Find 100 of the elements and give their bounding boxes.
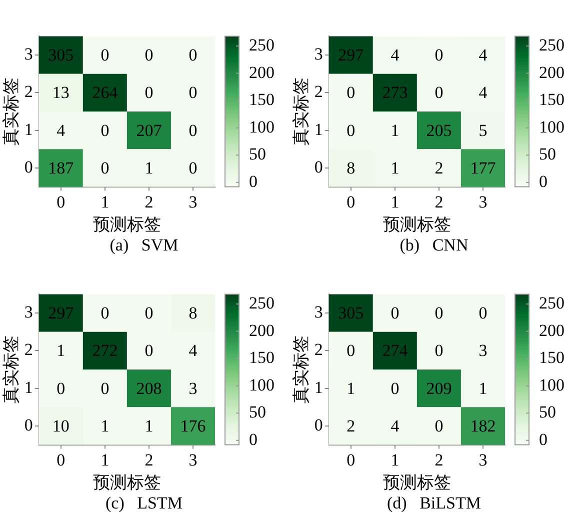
data-label: 274 (382, 341, 408, 360)
y-axis-title: 真实标签 (2, 336, 21, 404)
color-bar-label: 100 (249, 117, 274, 136)
data-label: 177 (470, 158, 496, 178)
data-label: 207 (136, 120, 162, 140)
x-axis-title: 预测标签 (382, 472, 451, 492)
x-axis-title: 预测标签 (382, 214, 451, 234)
data-label: 0 (188, 83, 198, 102)
data-label: 0 (346, 341, 356, 360)
color-bar-label: 200 (539, 320, 564, 340)
data-label: 1 (390, 120, 400, 140)
y-tick-label: 3 (314, 44, 323, 64)
data-label: 297 (338, 45, 364, 64)
x-tick-label: 1 (100, 450, 110, 470)
data-label: 8 (346, 158, 356, 178)
x-tick-label: 0 (346, 192, 356, 212)
data-label: 264 (92, 83, 118, 102)
data-label: 0 (346, 83, 356, 102)
data-label: 0 (434, 341, 444, 360)
x-tick-label: 1 (390, 192, 400, 212)
data-label: 0 (346, 120, 356, 140)
data-label: 4 (188, 341, 198, 360)
data-label: 4 (390, 45, 400, 64)
color-bar-label: 200 (249, 62, 274, 82)
color-bar-label: 250 (249, 293, 274, 312)
color-bar-label: 50 (539, 144, 556, 164)
color-bar-label: 250 (539, 293, 564, 312)
data-label: 0 (390, 378, 400, 398)
data-label: 0 (390, 303, 400, 322)
data-label: 176 (180, 416, 206, 436)
data-label: 305 (338, 303, 364, 322)
data-label: 5 (478, 120, 488, 140)
data-label: 297 (48, 303, 74, 322)
y-tick-label: 1 (24, 378, 33, 397)
data-label: 1 (100, 416, 110, 436)
color-bar-label: 50 (249, 144, 266, 164)
data-label: 1 (144, 158, 154, 178)
color-bar-label: 200 (539, 62, 564, 82)
y-tick-label: 0 (24, 157, 33, 176)
data-label: 0 (100, 378, 110, 398)
color-bar-label: 100 (539, 375, 564, 394)
x-tick-label: 3 (478, 192, 488, 212)
data-label: 3 (188, 378, 198, 398)
data-label: 0 (100, 45, 110, 64)
color-bar-label: 100 (539, 117, 564, 136)
data-label: 205 (426, 120, 452, 140)
data-label: 3 (478, 341, 488, 360)
x-tick-label: 3 (188, 450, 198, 470)
x-axis-title: 预测标签 (92, 472, 161, 492)
data-label: 0 (144, 45, 154, 64)
data-label: 10 (52, 416, 70, 436)
y-tick-label: 2 (314, 82, 323, 102)
y-tick-label: 2 (24, 340, 33, 360)
data-label: 0 (434, 83, 444, 102)
data-label: 182 (470, 416, 496, 436)
data-label: 0 (188, 120, 198, 140)
data-label: 208 (136, 378, 162, 398)
text: (c) LSTM (106, 493, 182, 512)
y-tick-label: 0 (314, 415, 323, 434)
data-label: 187 (48, 158, 74, 178)
data-label: 4 (478, 45, 488, 64)
x-axis-title: 预测标签 (92, 214, 161, 234)
y-axis-title: 真实标签 (292, 78, 311, 146)
color-bar-label: 200 (249, 320, 274, 340)
data-label: 2 (434, 158, 444, 178)
data-label: 0 (144, 303, 154, 322)
data-label: 1 (478, 378, 488, 398)
color-bar-label: 150 (249, 90, 274, 110)
x-tick-label: 2 (434, 192, 444, 212)
y-tick-label: 1 (314, 378, 323, 397)
text: (a) SVM (110, 235, 178, 254)
y-axis-title: 真实标签 (292, 336, 311, 404)
color-bar-label: 0 (249, 430, 258, 449)
data-label: 0 (144, 83, 154, 102)
y-tick-label: 0 (24, 415, 33, 434)
x-tick-label: 0 (56, 192, 66, 212)
color-bar-label: 150 (249, 348, 274, 368)
data-label: 4 (56, 120, 66, 140)
y-tick-label: 2 (314, 340, 323, 360)
color-bar-label: 250 (539, 35, 564, 54)
color-bar-label: 150 (539, 348, 564, 368)
data-label: 13 (52, 83, 70, 102)
data-label: 1 (56, 341, 66, 360)
data-label: 0 (100, 120, 110, 140)
data-label: 2 (346, 416, 356, 436)
x-tick-label: 2 (144, 192, 154, 212)
data-label: 0 (434, 45, 444, 64)
data-label: 8 (188, 303, 198, 322)
color-bar-label: 50 (539, 402, 556, 422)
y-tick-label: 1 (314, 120, 323, 139)
data-label: 272 (92, 341, 118, 360)
x-tick-label: 1 (390, 450, 400, 470)
data-label: 0 (434, 416, 444, 436)
data-label: 273 (382, 83, 408, 102)
text: (b) CNN (400, 235, 468, 254)
color-bar-label: 50 (249, 402, 266, 422)
x-tick-label: 0 (56, 450, 66, 470)
color-bar-label: 0 (249, 172, 258, 191)
x-tick-label: 1 (100, 192, 110, 212)
color-bar-label: 100 (249, 375, 274, 394)
